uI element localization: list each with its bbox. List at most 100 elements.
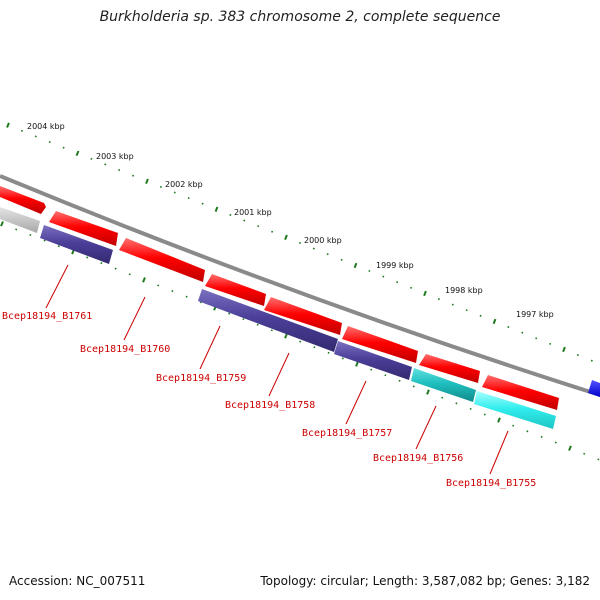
ruler-minor-tick — [171, 290, 174, 293]
ruler-minor-tick — [479, 314, 482, 317]
forward-gene-arrow[interactable] — [0, 186, 46, 214]
ruler-minor-tick — [382, 275, 385, 278]
leader-line — [45, 264, 69, 309]
gene-label[interactable]: Bcep18194_B1755 — [446, 478, 536, 489]
kbp-tick-label: 2000 kbp — [304, 236, 342, 245]
kbp-ruler: 2004 kbp 2003 kbp 2002 kbp 2001 kbp 2000 kbp… — [0, 122, 600, 461]
ruler-minor-tick — [410, 286, 413, 289]
gene-label[interactable]: Bcep18194_B1756 — [373, 453, 463, 464]
ruler-minor-tick — [118, 169, 121, 172]
ruler-minor-tick — [590, 359, 593, 362]
gene-features — [0, 186, 600, 429]
gene-bar-Bcep18194_B1756[interactable] — [411, 368, 476, 402]
ruler-minor-tick — [128, 273, 131, 276]
ruler-minor-tick — [185, 295, 188, 298]
forward-gene-arrow[interactable] — [49, 211, 118, 246]
reverse-gene-bar[interactable] — [0, 207, 40, 233]
ruler-minor-tick — [469, 407, 472, 410]
ruler-minor-tick — [90, 157, 93, 160]
chromosome-backbone — [0, 174, 600, 397]
kbp-tick-label: 1998 kbp — [445, 286, 483, 295]
ruler-minor-tick — [86, 256, 89, 259]
leader-line — [123, 296, 146, 341]
ruler-minor-tick — [455, 402, 458, 405]
forward-gene-arrow[interactable] — [119, 238, 205, 282]
ruler-minor-tick — [104, 163, 107, 166]
gene-labels: Bcep18194_B1761 Bcep18194_B1760 Bcep1819… — [2, 311, 536, 489]
ruler-major-tick — [0, 221, 4, 227]
kbp-tick-label: 1999 kbp — [376, 261, 414, 270]
ruler-minor-tick — [257, 225, 260, 228]
gene-bar-Bcep18194_B1755[interactable] — [474, 391, 556, 429]
ruler-minor-tick — [341, 357, 344, 360]
gene-label[interactable]: Bcep18194_B1761 — [2, 311, 92, 322]
ruler-minor-tick — [535, 337, 538, 340]
ruler-major-tick — [284, 333, 288, 339]
forward-gene-arrow[interactable] — [342, 326, 418, 363]
ruler-minor-tick — [368, 269, 371, 273]
forward-gene-arrow[interactable] — [205, 274, 266, 306]
ruler-minor-tick — [396, 281, 399, 284]
ruler-major-tick — [426, 389, 430, 395]
ruler-major-tick — [562, 346, 566, 353]
ruler-minor-tick — [20, 129, 23, 132]
ruler-minor-tick — [270, 329, 273, 332]
ruler-minor-tick — [229, 213, 232, 216]
topology-summary: Topology: circular; Length: 3,587,082 bp… — [260, 574, 590, 588]
ruler-minor-tick — [43, 239, 46, 242]
ruler-minor-tick — [57, 245, 60, 248]
leader-line — [268, 352, 290, 397]
ruler-minor-tick — [15, 228, 18, 231]
ruler-minor-tick — [187, 197, 190, 200]
ruler-minor-tick — [441, 396, 444, 399]
ruler-major-tick — [6, 122, 10, 128]
gene-bar-Bcep18194_B1761[interactable] — [40, 225, 113, 264]
ruler-minor-tick — [271, 230, 274, 233]
ruler-minor-tick — [398, 379, 401, 382]
ruler-minor-tick — [576, 354, 579, 357]
gene-label[interactable]: Bcep18194_B1760 — [80, 344, 170, 355]
ruler-minor-tick — [48, 141, 51, 144]
forward-gene-arrow[interactable] — [264, 297, 342, 335]
ruler-minor-tick — [526, 430, 529, 433]
ruler-minor-tick — [29, 233, 32, 237]
ruler-minor-tick — [313, 346, 316, 349]
leader-line — [415, 405, 437, 450]
ruler-minor-tick — [228, 312, 231, 315]
gene-bar-Bcep18194_B1759[interactable] — [334, 341, 412, 380]
accession-text: Accession: NC_007511 — [9, 574, 146, 588]
gene-label-leaders — [45, 264, 509, 475]
forward-gene-arrow[interactable] — [419, 354, 480, 383]
ruler-minor-tick — [159, 185, 162, 188]
gene-label[interactable]: Bcep18194_B1757 — [302, 428, 392, 439]
ruler-minor-tick — [326, 253, 329, 256]
leader-line — [199, 325, 221, 370]
ruler-major-tick — [145, 178, 149, 184]
forward-gene-arrow[interactable] — [482, 375, 559, 410]
leader-line — [345, 380, 367, 425]
ruler-minor-tick — [298, 241, 301, 245]
kbp-tick-label: 2003 kbp — [96, 152, 134, 161]
ruler-minor-tick — [34, 135, 37, 138]
ruler-minor-tick — [243, 219, 246, 222]
ruler-major-tick — [214, 206, 219, 213]
kbp-tick-label: 2002 kbp — [165, 180, 203, 189]
ruler-minor-tick — [465, 309, 468, 312]
edge-gene-arrow[interactable] — [588, 380, 600, 397]
ruler-minor-tick — [201, 202, 204, 205]
ruler-minor-tick — [299, 340, 302, 343]
ruler-minor-tick — [157, 284, 160, 287]
ruler-major-tick — [568, 445, 572, 451]
ruler-major-tick — [353, 262, 358, 269]
ruler-major-tick — [75, 150, 80, 156]
ruler-minor-tick — [242, 318, 245, 321]
kbp-tick-label: 1997 kbp — [516, 310, 554, 319]
ruler-minor-tick — [384, 374, 387, 377]
gene-label[interactable]: Bcep18194_B1759 — [156, 373, 246, 384]
gene-bar-Bcep18194_B1760[interactable] — [198, 289, 338, 352]
ruler-minor-tick — [521, 331, 524, 334]
ruler-major-tick — [142, 277, 146, 283]
ruler-major-tick — [423, 290, 427, 297]
gene-label[interactable]: Bcep18194_B1758 — [225, 400, 315, 411]
